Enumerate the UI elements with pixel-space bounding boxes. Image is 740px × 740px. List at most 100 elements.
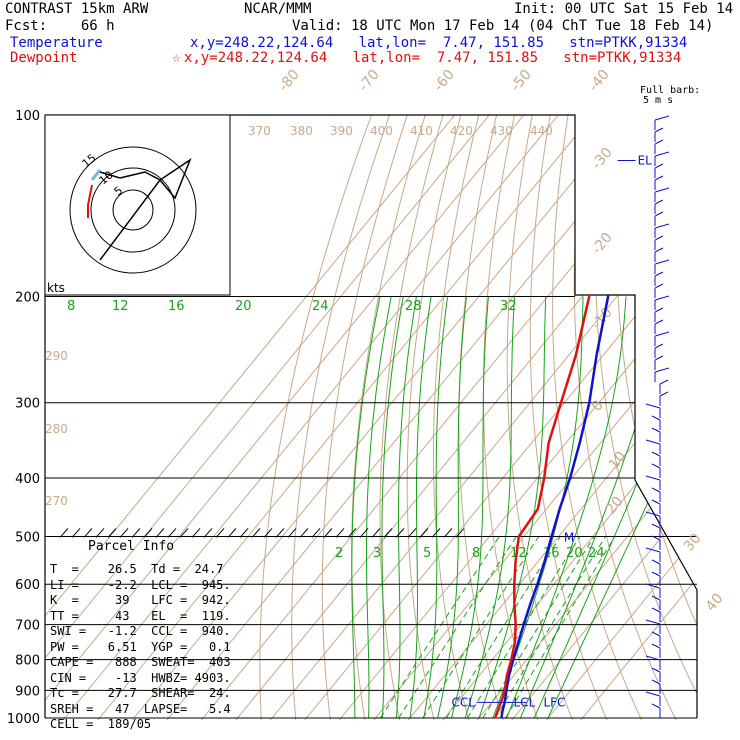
isotherm-line	[537, 115, 697, 720]
mixing-ratio-label: 16	[168, 299, 185, 314]
mixing-ratio-line	[466, 536, 581, 719]
isotherm-label: -80	[276, 67, 303, 95]
dry-adiabat-line	[729, 115, 740, 731]
mixing-ratio-line	[482, 536, 595, 719]
hodograph-trace	[99, 158, 192, 261]
dewpoint-location: x,y=248.22,124.64 lat,lon= 7.47, 151.85 …	[184, 50, 682, 66]
tropopause-hatch	[431, 528, 441, 538]
tropopause-hatch	[59, 528, 69, 538]
isotherm-line	[571, 115, 697, 720]
barb-legend-title: Full barb:	[640, 85, 701, 96]
dry-adiabat-line	[291, 115, 390, 720]
theta-label: 440	[530, 124, 553, 138]
mixing-ratio-line	[505, 536, 616, 719]
dry-adiabat-line	[673, 115, 697, 720]
dry-adiabat-line	[552, 115, 648, 720]
moist-adiabat-line	[395, 296, 417, 719]
theta-label: 410	[410, 124, 433, 138]
wind-barb-feather	[654, 271, 664, 277]
dry-adiabat-line	[573, 115, 683, 720]
wind-barb-feather	[651, 487, 661, 493]
wind-barb-feather	[654, 331, 670, 337]
tropopause-hatch	[407, 528, 417, 538]
tropopause-hatch	[83, 528, 93, 538]
wind-barb-feather	[645, 547, 661, 553]
hodograph-trace-low	[90, 169, 102, 181]
isotherm-line	[45, 115, 536, 720]
wind-barb-feather	[654, 151, 670, 157]
isotherm-label: 10	[606, 449, 630, 473]
hodograph-trace-surface	[87, 184, 93, 218]
tropopause-hatch	[275, 528, 285, 538]
tropopause-hatch	[167, 528, 177, 538]
tropopause-hatch	[323, 528, 333, 538]
wind-barb-feather	[654, 235, 664, 241]
theta-label: 390	[330, 124, 353, 138]
dry-adiabat-line	[259, 115, 373, 720]
tropopause-hatch	[119, 528, 129, 538]
parcel-info-row: SREH = 47 LAPSE= 5.4	[50, 701, 231, 716]
hodograph-ring	[69, 146, 197, 274]
init-time: Init: 00 UTC Sat 15 Feb 14	[514, 1, 734, 17]
dewpoint-profile-line	[494, 115, 622, 719]
isotherm-label: 30	[681, 531, 705, 555]
isotherm-line	[502, 115, 697, 720]
wind-barb-feather	[651, 463, 661, 469]
theta-label: 270	[45, 494, 68, 508]
tropopause-hatch	[311, 528, 321, 538]
mixing-ratio-label: 32	[500, 299, 517, 314]
ccl-label: CCL	[451, 695, 475, 709]
tropopause-hatch	[359, 528, 369, 538]
mixing-ratio-label: 8	[472, 546, 480, 561]
wind-barb-feather	[645, 619, 661, 625]
tropopause-hatch	[347, 528, 357, 538]
mixing-ratio-label: 2	[335, 546, 343, 561]
wind-barb-feather	[651, 427, 661, 433]
isotherm-label: -30	[589, 145, 616, 173]
forecast-hour: Fcst: 66 h	[5, 18, 115, 34]
wind-barb-feather	[645, 439, 661, 445]
wind-barb-feather	[654, 223, 670, 229]
pressure-tick-label: 600	[15, 578, 40, 593]
tropopause-hatch	[335, 528, 345, 538]
wind-barb-feather	[645, 475, 661, 481]
m-label: M	[564, 530, 574, 544]
wind-barb-feather	[651, 667, 661, 673]
dry-adiabat-line	[379, 115, 444, 720]
tropopause-hatch	[239, 528, 249, 538]
parcel-info-row: PW = 6.51 YGP = 0.1	[50, 639, 231, 654]
wind-barb-feather	[651, 595, 661, 601]
lcl-label: LCL	[513, 695, 535, 709]
mixing-ratio-line	[494, 536, 606, 719]
mixing-ratio-label: 3	[373, 546, 381, 561]
isotherm-label: -60	[431, 67, 458, 95]
wind-barb-feather	[654, 175, 664, 181]
tropopause-hatch	[215, 528, 225, 538]
theta-label: 380	[290, 124, 313, 138]
parcel-info-row: K = 39 LFC = 942.	[50, 593, 231, 607]
wind-barb-feather	[651, 703, 661, 709]
isotherm-line	[330, 115, 697, 720]
hodograph-ring	[112, 189, 154, 231]
parcel-info-row: SWI = -1.2 CCL = 940.	[50, 624, 231, 638]
hodograph-box	[44, 114, 231, 296]
temperature-legend: Temperature	[10, 35, 103, 51]
wind-barb-feather	[651, 607, 661, 613]
pressure-tick-label: 100	[15, 109, 40, 124]
el-label: EL	[638, 154, 653, 168]
wind-barb-feather	[654, 343, 664, 349]
tropopause-hatch	[419, 528, 429, 538]
wind-barb-feather	[654, 199, 664, 205]
parcel-info-row: CIN = -13 HWBZ= 4903.	[50, 670, 231, 685]
isotherm-line	[399, 115, 697, 720]
theta-label: 280	[45, 422, 68, 436]
theta-label: 430	[490, 124, 513, 138]
model-title: CONTRAST 15km ARW	[5, 1, 149, 17]
tropopause-hatch	[191, 528, 201, 538]
isotherm-line	[123, 115, 639, 720]
tropopause-hatch	[371, 528, 381, 538]
mixing-ratio-label: 12	[510, 546, 527, 561]
mixing-ratio-label: 20	[566, 546, 583, 561]
mixing-ratio-label: 20	[235, 299, 252, 314]
